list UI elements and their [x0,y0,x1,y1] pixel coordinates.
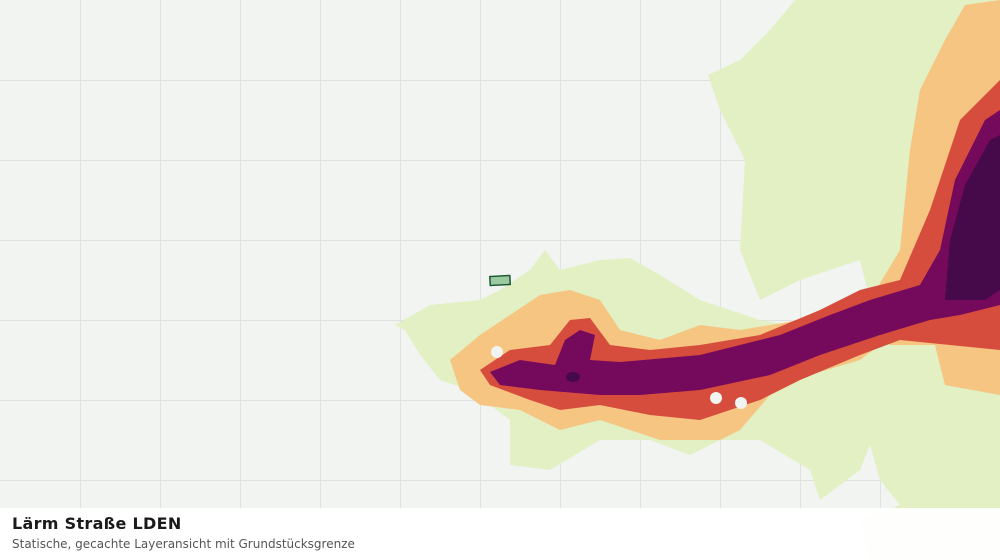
noise-gap [491,346,503,358]
noise-layer [395,0,1000,560]
layer-title: Lärm Straße LDEN [12,514,182,533]
caption-panel: Lärm Straße LDEN Statische, gecachte Lay… [0,508,1000,560]
parcel-boundary[interactable] [489,274,512,287]
noise-zone-extreme [945,135,1000,300]
noise-gap [710,392,722,404]
noise-zone-extreme [566,372,580,382]
noise-zone-very-high [490,110,1000,395]
layer-subtitle: Statische, gecachte Layeransicht mit Gru… [12,537,355,551]
noise-gap [735,397,747,409]
